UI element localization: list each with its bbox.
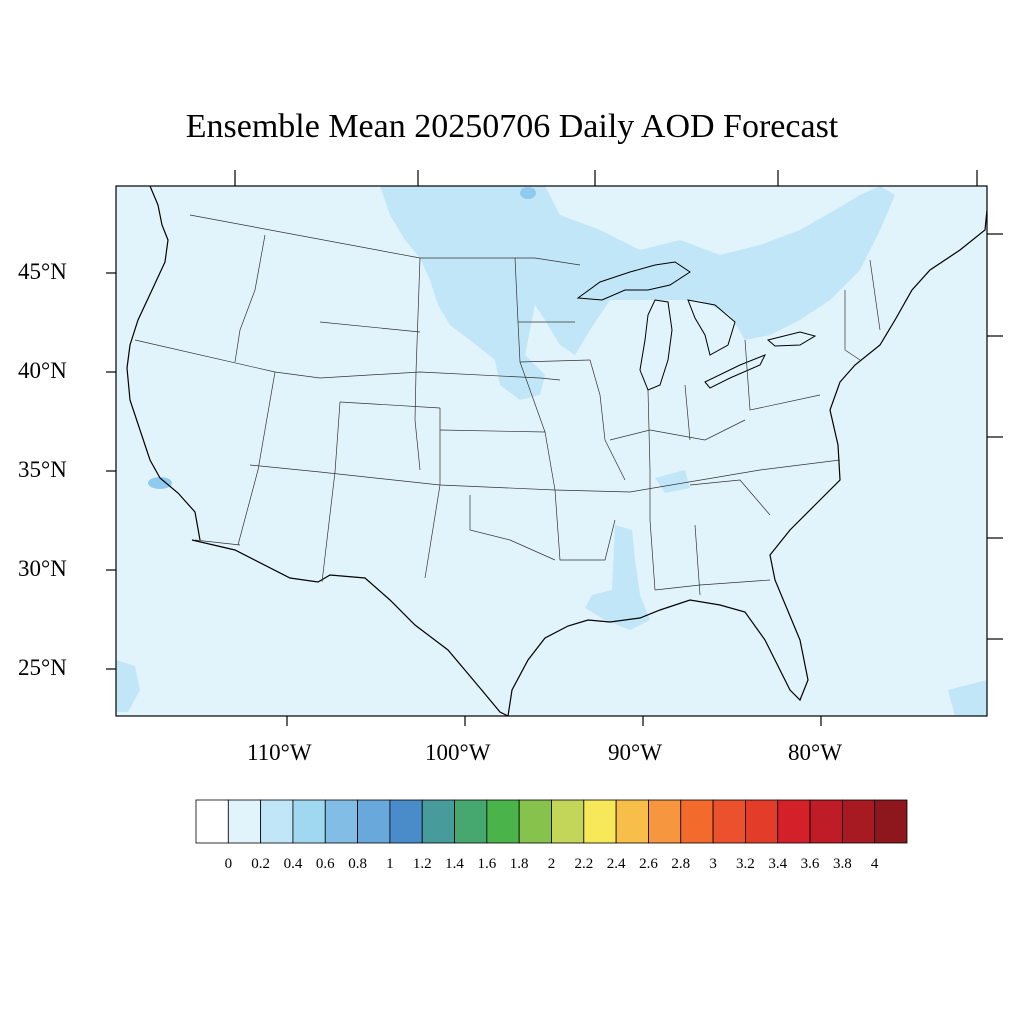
- colorbar-swatch: [809, 799, 843, 844]
- lake-michigan: [639, 299, 673, 391]
- lon-label-90w: 90°W: [608, 740, 662, 765]
- map-title: Ensemble Mean 20250706 Daily AOD Forecas…: [185, 108, 839, 145]
- map-frame: [115, 185, 988, 717]
- colorbar-swatch: [292, 799, 326, 844]
- colorbar-tick-label: 2: [547, 856, 556, 872]
- colorbar-swatch: [454, 799, 488, 844]
- great-lakes: [576, 261, 817, 391]
- aod-plumes: [116, 186, 987, 716]
- colorbar-tick-label: 3.4: [768, 856, 788, 872]
- lat-label-25n: 25°N: [18, 655, 67, 680]
- colorbar-tick-label: 3.8: [832, 856, 852, 872]
- colorbar-swatch: [777, 799, 811, 844]
- colorbar-tick-label: 2.2: [574, 856, 594, 872]
- colorbar-swatch: [680, 799, 714, 844]
- lake-huron: [687, 299, 736, 356]
- colorbar-swatch: [615, 799, 649, 844]
- aod-plume-gulf-coast: [585, 525, 650, 630]
- colorbar-swatch: [486, 799, 520, 844]
- colorbar-swatch: [421, 799, 455, 844]
- lon-label-100w: 100°W: [425, 740, 491, 765]
- colorbar-swatch: [874, 799, 908, 844]
- aod-plume-northern-plains: [380, 186, 895, 400]
- colorbar-swatch: [712, 799, 746, 844]
- lake-ontario: [766, 331, 817, 347]
- colorbar-tick-label: 3.2: [736, 856, 755, 872]
- aod-plume-ohio-valley: [655, 470, 690, 493]
- colorbar-tick-label: 2.6: [639, 856, 658, 872]
- aod-plume-southeast: [948, 680, 987, 716]
- colorbar-swatch: [841, 799, 876, 844]
- colorbar-tick-label: 0.8: [348, 856, 367, 872]
- colorbar-tick-label: 2.4: [606, 856, 626, 872]
- colorbar-swatch: [195, 799, 229, 844]
- colorbar-swatch: [324, 799, 358, 844]
- colorbar: [195, 799, 908, 844]
- colorbar-tick-label: 1.2: [412, 856, 432, 872]
- colorbar-tick-label: 1.6: [477, 856, 497, 872]
- aod-plume-southwest: [116, 660, 140, 712]
- colorbar-swatch: [745, 799, 779, 844]
- lake-superior: [576, 261, 691, 301]
- colorbar-tick-label: 3: [709, 856, 717, 872]
- lat-label-45n: 45°N: [18, 259, 67, 284]
- aod-hotspot-los-angeles: [148, 477, 172, 489]
- colorbar-tick-label: 2.8: [671, 856, 691, 872]
- colorbar-swatch: [260, 799, 294, 844]
- axis-ticks: [106, 170, 1003, 726]
- colorbar-swatch: [648, 799, 682, 844]
- aod-hotspot-north-dakota: [520, 187, 536, 199]
- us-outline: [126, 186, 987, 716]
- colorbar-swatch: [227, 799, 262, 844]
- colorbar-swatch: [518, 799, 552, 844]
- colorbar-tick-label: 1.8: [509, 856, 529, 872]
- lake-erie: [704, 354, 767, 389]
- lat-label-35n: 35°N: [18, 457, 67, 482]
- colorbar-tick-label: 0: [224, 856, 233, 872]
- colorbar-tick-label: 4: [870, 856, 879, 872]
- colorbar-tick-label: 3.6: [800, 856, 820, 872]
- colorbar-swatch: [389, 799, 423, 844]
- colorbar-swatch: [551, 799, 585, 844]
- lat-label-30n: 30°N: [18, 556, 67, 581]
- colorbar-tick-label: 1.4: [445, 856, 464, 872]
- colorbar-tick-label: 0.2: [251, 856, 270, 872]
- lon-label-110w: 110°W: [247, 740, 312, 765]
- state-boundaries: [134, 214, 881, 596]
- colorbar-tick-label: 1: [386, 856, 394, 872]
- lat-label-40n: 40°N: [18, 358, 67, 383]
- colorbar-swatch: [583, 799, 617, 844]
- lon-label-80w: 80°W: [788, 740, 842, 765]
- colorbar-swatch: [357, 799, 391, 844]
- colorbar-tick-label: 0.4: [283, 856, 303, 872]
- colorbar-tick-label: 0.6: [315, 856, 335, 872]
